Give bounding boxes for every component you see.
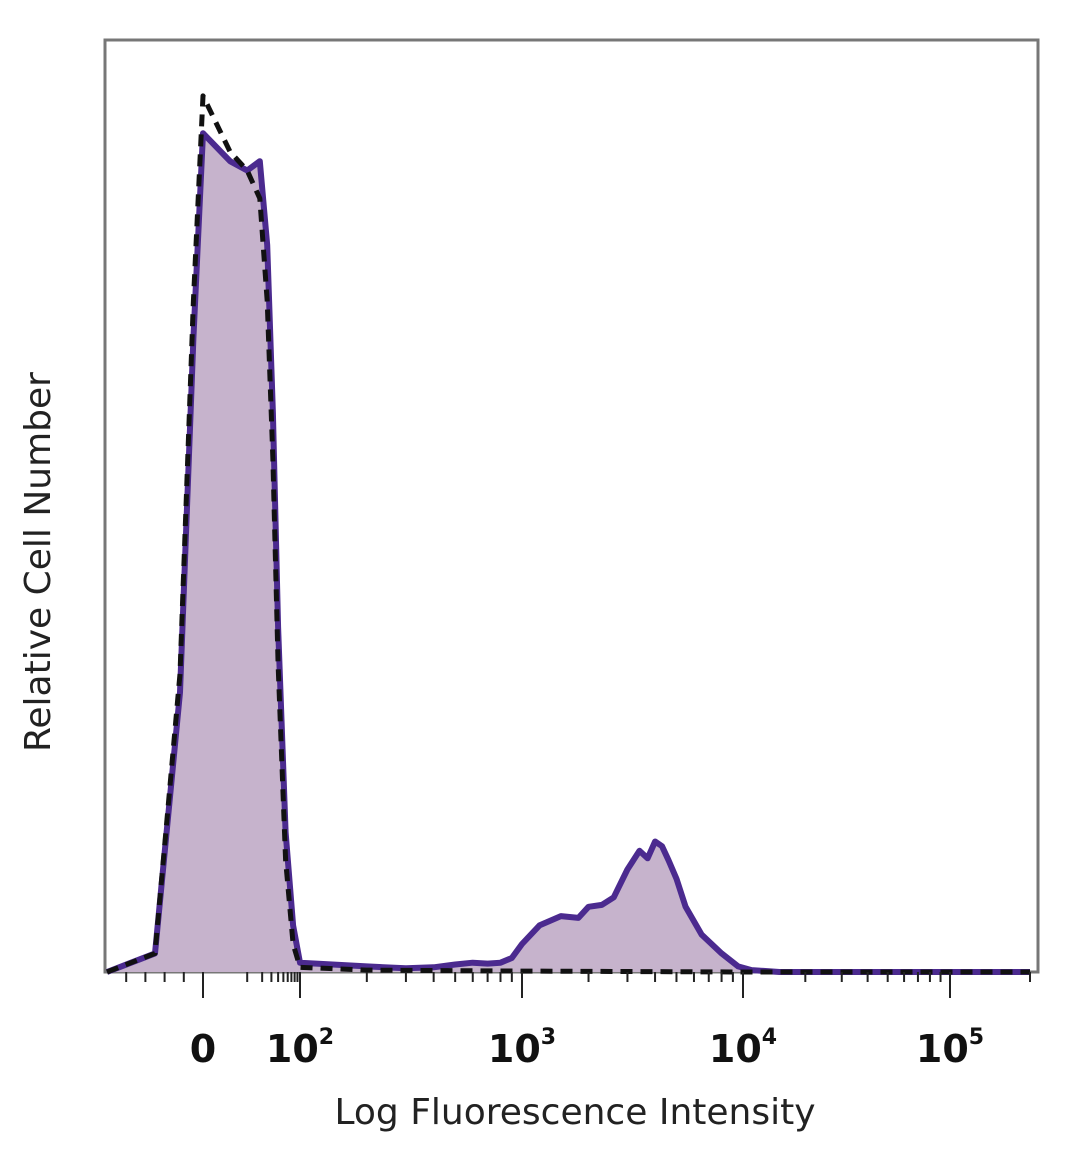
x-axis-title: Log Fluorescence Intensity: [334, 1092, 815, 1133]
x-axis-ticks: [125, 972, 1031, 998]
x-tick-label: 103: [488, 1025, 556, 1071]
plot-marks: [105, 93, 1030, 975]
series-1-line: [106, 93, 1030, 975]
x-tick-label: 102: [266, 1025, 334, 1071]
x-tick-label: 105: [916, 1025, 984, 1071]
x-axis-tick-labels: 0 102 103 104 105: [190, 1025, 984, 1071]
x-tick-label: 0: [190, 1027, 216, 1071]
y-axis-title: Relative Cell Number: [18, 372, 59, 752]
series-0-line: [105, 130, 1030, 975]
series-0-area: [107, 133, 1030, 972]
x-tick-label: 104: [709, 1025, 777, 1071]
